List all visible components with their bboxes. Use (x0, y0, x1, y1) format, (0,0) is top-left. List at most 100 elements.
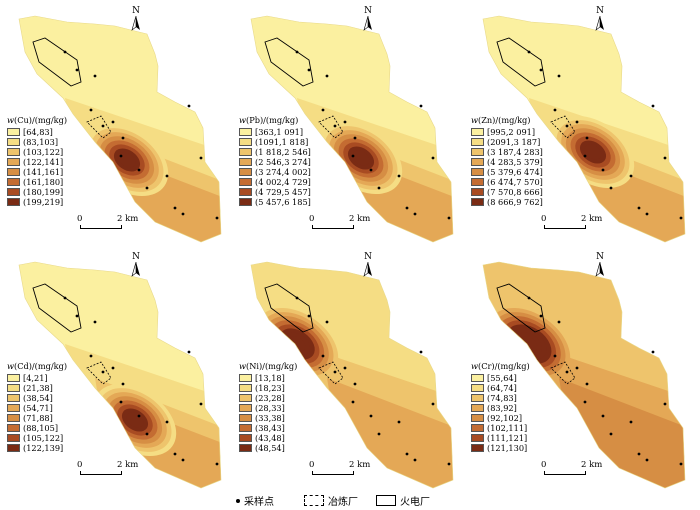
sampling-point (601, 414, 605, 418)
legend-swatch (471, 128, 484, 137)
legend-class-row: (161,180] (7, 177, 67, 187)
legend-swatch (7, 178, 20, 187)
legend-class-row: (33,38] (239, 413, 297, 423)
sampling-point (431, 156, 435, 160)
hotspot-contour (584, 144, 602, 160)
sampling-point (215, 462, 219, 466)
legend-class-label: (92,102] (487, 413, 523, 424)
sampling-point (565, 124, 569, 128)
sampling-point (405, 452, 409, 456)
legend-title-text: (Cu)/(mg/kg) (14, 115, 68, 125)
legend-swatch (7, 424, 20, 433)
legend-class-row: (111,121] (471, 433, 530, 443)
legend-class-row: (6 474,7 570] (471, 177, 543, 187)
legend-swatch (471, 138, 484, 147)
legend-class-label: (122,141] (23, 157, 64, 168)
north-label: N (596, 6, 604, 16)
scale-bar: 0 2 km (309, 460, 389, 480)
legend-class-label: (23,28] (255, 393, 285, 404)
legend-class-row: (21,38] (7, 383, 67, 393)
legend-swatch (7, 168, 20, 177)
legend-class-label: (48,54] (255, 443, 285, 454)
legend-class-label: [64,83] (23, 127, 53, 138)
legend-swatch (7, 374, 20, 383)
legend-class-label: (121,130] (487, 443, 528, 454)
sampling-point (397, 174, 401, 178)
legend-class-label: (8 666,9 762] (487, 197, 543, 208)
sampling-point (325, 74, 329, 78)
legend-title: w(Pb)/(mg/kg) (239, 116, 311, 124)
legend-class-row: (83,103] (7, 137, 67, 147)
legend-swatch (239, 188, 252, 197)
sampling-point (663, 156, 667, 160)
legend-class-row: (18,23] (239, 383, 297, 393)
sampling-point (173, 452, 177, 456)
legend-class-label: (88,105] (23, 423, 59, 434)
sampling-point (121, 382, 125, 386)
sampling-point (63, 296, 67, 300)
sampling-point (413, 458, 417, 462)
north-arrow: N (592, 252, 608, 278)
legend-sampling-point: 采样点 (236, 493, 274, 508)
sampling-point (181, 458, 185, 462)
legend-title: w(Cu)/(mg/kg) (7, 116, 67, 124)
legend-class-row: (5 457,6 185] (239, 197, 311, 207)
legend-class-label: (43,48] (255, 433, 285, 444)
legend-swatch (7, 158, 20, 167)
legend-swatch (471, 404, 484, 413)
legend-class-row: (92,102] (471, 413, 530, 423)
sampling-point (187, 350, 191, 354)
sampling-point (321, 354, 325, 358)
legend-class-label: (83,92] (487, 403, 517, 414)
legend-class-row: [55,64] (471, 373, 530, 383)
sampling-point (343, 120, 347, 124)
legend-class-label: (161,180] (23, 177, 64, 188)
sampling-point (89, 354, 93, 358)
legend-smelter: 冶炼厂 (304, 493, 358, 508)
north-label: N (132, 6, 140, 16)
legend-swatch (7, 148, 20, 157)
legend-title: w(Cd)/(mg/kg) (7, 362, 67, 370)
legend-class-row: (38,54] (7, 393, 67, 403)
sampling-point (181, 212, 185, 216)
concentration-map-zn (482, 15, 686, 243)
class-legend: w(Cu)/(mg/kg) [64,83] (83,103] (103,122] (12… (7, 116, 67, 207)
north-arrow-icon (131, 262, 140, 277)
sampling-point (145, 186, 149, 190)
legend-swatch (471, 424, 484, 433)
legend-class-label: (180,199] (23, 187, 64, 198)
study-area-outline (18, 261, 222, 489)
legend-swatch (239, 178, 252, 187)
map-legend: 采样点 冶炼厂 火电厂 (0, 490, 700, 508)
sampling-point (553, 108, 557, 112)
sampling-point (325, 320, 329, 324)
legend-swatch (471, 394, 484, 403)
north-label: N (364, 252, 372, 262)
legend-swatch (239, 198, 252, 207)
legend-swatch (471, 158, 484, 167)
concentration-map-ni (250, 261, 454, 489)
legend-swatch (239, 168, 252, 177)
legend-class-row: [13,18] (239, 373, 297, 383)
sampling-point (583, 400, 587, 404)
legend-title-symbol: w (471, 115, 479, 125)
legend-swatch (7, 384, 20, 393)
sampling-point (63, 50, 67, 54)
sampling-point (609, 186, 613, 190)
legend-class-row: (5 379,6 474] (471, 167, 543, 177)
legend-class-label: (1 818,2 546] (255, 147, 311, 158)
legend-title-symbol: w (239, 361, 247, 371)
legend-class-row: (54,71] (7, 403, 67, 413)
legend-class-row: (64,74] (471, 383, 530, 393)
concentration-map-cd (18, 261, 222, 489)
north-arrow-icon (595, 16, 604, 31)
scale-bar-line (80, 225, 122, 229)
sampling-point (431, 402, 435, 406)
scale-end-label: 2 km (581, 214, 603, 224)
legend-class-label: (141,161] (23, 167, 64, 178)
scale-start-label: 0 (541, 460, 547, 470)
